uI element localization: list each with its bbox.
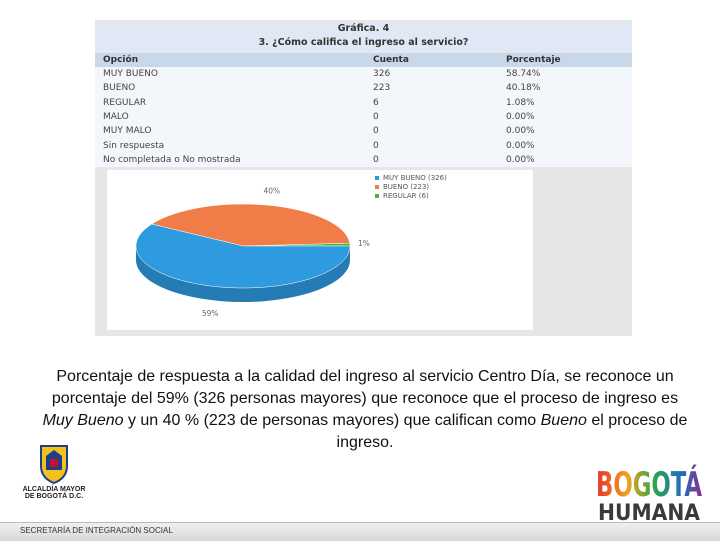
table-cell: 0: [373, 126, 379, 137]
table-cell: 40.18%: [506, 83, 541, 94]
table-title: Gráfica. 4: [337, 23, 390, 34]
caption-text: el proceso de ingreso.: [336, 412, 688, 451]
table-row: MUY MALO 0 0.00%: [95, 124, 632, 138]
table-header: Gráfica. 4 3. ¿Cómo califica el ingreso …: [95, 22, 632, 52]
table-cell: 0: [373, 154, 379, 165]
bogota-word: BOGOTÁ: [596, 464, 702, 505]
caption-emphasis: Muy Bueno: [42, 412, 124, 429]
slice-label: 59%: [202, 309, 219, 318]
results-table: Opción Cuenta Porcentaje MUY BUENO 326 58.…: [95, 53, 632, 168]
legend-label: BUENO (223): [383, 183, 429, 191]
table-cell: Sin respuesta: [103, 140, 165, 151]
pie-slice: [151, 203, 351, 247]
footer-bar: SECRETARÍA DE INTEGRACIÓN SOCIAL: [0, 522, 720, 541]
pie-side: [136, 246, 350, 302]
table-cell: 1.08%: [506, 97, 535, 108]
table-question: 3. ¿Cómo califica el ingreso al servicio…: [258, 37, 469, 48]
bogota-logo: BOGOTÁ HUMANA: [596, 464, 702, 524]
table-cell: 0: [373, 112, 379, 123]
table-row: BUENO 223 40.18%: [95, 81, 632, 95]
table-cell: MALO: [103, 112, 129, 123]
table-cell: No completada o No mostrada: [103, 154, 241, 165]
legend-swatch: [375, 176, 379, 180]
table-row: MALO 0 0.00%: [95, 110, 632, 124]
col-header: Cuenta: [365, 53, 498, 67]
legend-label: REGULAR (6): [383, 192, 429, 200]
caption-text: Porcentaje de respuesta a la calidad del…: [51, 368, 679, 407]
legend-swatch: [375, 194, 379, 198]
table-cell: MUY MALO: [103, 126, 152, 137]
table-cell: 223: [373, 83, 391, 94]
caption-text: y un 40 % (223 de personas mayores) que …: [123, 412, 541, 429]
legend-label: MUY BUENO (326): [383, 174, 447, 182]
table-cell: 0.00%: [506, 112, 535, 123]
table-cell: BUENO: [103, 83, 136, 94]
chart-area: 59% 40% 1% MUY BUENO (326) BUENO (223) REGULA…: [107, 170, 533, 330]
table-row: MUY BUENO 326 58.74%: [95, 67, 632, 81]
alcaldia-text: ALCALDÍA MAYOR: [22, 486, 86, 493]
header-row: Opción Cuenta Porcentaje: [95, 53, 632, 67]
slice-label: 40%: [264, 187, 281, 196]
table-cell: 0.00%: [506, 140, 535, 151]
caption: Porcentaje de respuesta a la calidad del…: [40, 366, 690, 454]
col-header: Porcentaje: [498, 53, 632, 67]
table-row: REGULAR 6 1.08%: [95, 96, 632, 110]
report-panel: Gráfica. 4 3. ¿Cómo califica el ingreso …: [95, 20, 632, 336]
humana-word: HUMANA: [598, 501, 700, 524]
legend-swatch: [375, 185, 379, 189]
caption-emphasis: Bueno: [540, 412, 587, 429]
table-cell: 0.00%: [506, 154, 535, 165]
table-row: Sin respuesta 0 0.00%: [95, 138, 632, 152]
table-cell: 0.00%: [506, 126, 535, 137]
alcaldia-logo: ALCALDÍA MAYOR DE BOGOTÁ D.C.: [18, 444, 90, 500]
table-cell: 326: [373, 69, 391, 80]
pie-slice: [135, 223, 351, 289]
table-row: No completada o No mostrada 0 0.00%: [95, 153, 632, 167]
slice-label: 1%: [358, 239, 370, 248]
col-header: Opción: [95, 53, 365, 67]
table-cell: 58.74%: [506, 69, 541, 80]
alcaldia-text: DE BOGOTÁ D.C.: [24, 493, 84, 500]
table-cell: 0: [373, 140, 379, 151]
coat-of-arms: [40, 445, 68, 485]
footer-text: SECRETARÍA DE INTEGRACIÓN SOCIAL: [20, 526, 173, 535]
table-cell: MUY BUENO: [103, 69, 158, 80]
table-cell: REGULAR: [103, 97, 147, 108]
pie-chart: 59% 40% 1% MUY BUENO (326)BUENO (223)REGULA…: [135, 174, 447, 318]
table-cell: 6: [373, 97, 379, 108]
